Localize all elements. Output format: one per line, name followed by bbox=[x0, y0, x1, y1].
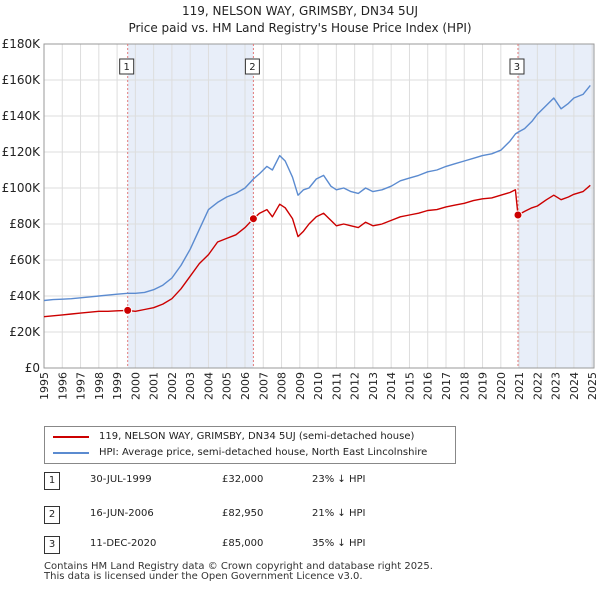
x-tick-label: 2008 bbox=[276, 372, 289, 400]
x-tick-label: 2017 bbox=[440, 372, 453, 400]
x-tick-label: 2011 bbox=[330, 372, 343, 400]
x-tick-label: 2002 bbox=[166, 372, 179, 400]
x-tick-label: 2022 bbox=[531, 372, 544, 400]
legend-swatch-property bbox=[53, 436, 89, 438]
sale-marker-box bbox=[119, 58, 135, 75]
x-tick-label: 2005 bbox=[221, 372, 234, 400]
sale-marker-box bbox=[509, 58, 525, 75]
plot-frame bbox=[43, 43, 595, 369]
x-tick-label: 2006 bbox=[239, 372, 252, 400]
sale-marker-label: 3 bbox=[514, 62, 520, 73]
chart-title-block: 119, NELSON WAY, GRIMSBY, DN34 5UJ Price… bbox=[0, 3, 600, 37]
x-tick-label: 1997 bbox=[75, 372, 88, 400]
x-tick-label: 1998 bbox=[93, 372, 106, 400]
x-tick-label: 2025 bbox=[586, 372, 599, 400]
y-tick-label: £120K bbox=[2, 145, 42, 159]
footer-copyright: Contains HM Land Registry data © Crown c… bbox=[44, 561, 433, 572]
legend-label-hpi: HPI: Average price, semi-detached house,… bbox=[99, 447, 428, 458]
x-tick-label: 2013 bbox=[367, 372, 380, 400]
sale-point bbox=[248, 214, 258, 224]
x-tick-label: 2009 bbox=[294, 372, 307, 400]
sale-number-badge: 2 bbox=[44, 506, 60, 524]
x-tick-label: 1999 bbox=[111, 372, 124, 400]
x-tick-label: 2014 bbox=[385, 372, 398, 400]
sale-hpi-diff: 21% ↓ HPI bbox=[312, 508, 366, 519]
sale-marker-box bbox=[244, 58, 260, 75]
sale-row: 2 16-JUN-2006 £82,950 21% ↓ HPI bbox=[0, 506, 600, 526]
x-tick-label: 2001 bbox=[148, 372, 161, 400]
x-tick-label: 2004 bbox=[202, 372, 215, 400]
sale-price: £32,000 bbox=[222, 474, 264, 485]
sale-price: £82,950 bbox=[222, 508, 264, 519]
sale-point bbox=[123, 305, 133, 315]
legend-swatch-hpi bbox=[53, 452, 89, 454]
y-tick-label: £180K bbox=[2, 37, 42, 51]
sale-marker-label: 1 bbox=[124, 62, 130, 73]
sale-price: £85,000 bbox=[222, 538, 264, 549]
x-tick-label: 2023 bbox=[550, 372, 563, 400]
x-tick-label: 2000 bbox=[129, 372, 142, 400]
chart-title: 119, NELSON WAY, GRIMSBY, DN34 5UJ bbox=[181, 4, 418, 18]
hpi-series-line bbox=[43, 84, 591, 302]
sale-date: 30-JUL-1999 bbox=[90, 474, 152, 485]
plot-area bbox=[44, 44, 594, 368]
y-tick-label: £80K bbox=[9, 217, 41, 231]
sale-number-badge: 3 bbox=[44, 536, 60, 554]
price-chart: £0 £20K £40K £60K £80K £100K £120K £140K £160K £1… bbox=[2, 37, 600, 400]
x-tick-label: 2012 bbox=[349, 372, 362, 400]
sale-number-badge: 1 bbox=[44, 472, 60, 490]
y-tick-label: £60K bbox=[9, 253, 41, 267]
x-tick-label: 2024 bbox=[568, 372, 581, 400]
chart-subtitle: Price paid vs. HM Land Registry's House … bbox=[128, 21, 472, 35]
legend-label-property: 119, NELSON WAY, GRIMSBY, DN34 5UJ (semi… bbox=[99, 431, 415, 442]
sale-hpi-diff: 23% ↓ HPI bbox=[312, 474, 366, 485]
sale-marker-label: 2 bbox=[249, 62, 255, 73]
x-tick-label: 2007 bbox=[257, 372, 270, 400]
x-tick-label: 2003 bbox=[184, 372, 197, 400]
footer: Contains HM Land Registry data © Crown c… bbox=[44, 562, 433, 582]
sale-row: 1 30-JUL-1999 £32,000 23% ↓ HPI bbox=[0, 472, 600, 492]
x-tick-label: 2018 bbox=[458, 372, 471, 400]
y-tick-label: £0 bbox=[25, 361, 40, 375]
sale-date: 11-DEC-2020 bbox=[90, 538, 157, 549]
x-tick-label: 2016 bbox=[422, 372, 435, 400]
property-series-line bbox=[43, 184, 591, 318]
sale-date: 16-JUN-2006 bbox=[90, 508, 154, 519]
y-tick-label: £160K bbox=[2, 73, 42, 87]
y-tick-label: £20K bbox=[9, 325, 41, 339]
chart-legend: 119, NELSON WAY, GRIMSBY, DN34 5UJ (semi… bbox=[44, 426, 456, 464]
sale-hpi-diff: 35% ↓ HPI bbox=[312, 538, 366, 549]
x-tick-label: 1996 bbox=[56, 372, 69, 400]
sale-point bbox=[513, 210, 523, 220]
x-tick-label: 2021 bbox=[513, 372, 526, 400]
x-tick-label: 2019 bbox=[477, 372, 490, 400]
sale-row: 3 11-DEC-2020 £85,000 35% ↓ HPI bbox=[0, 536, 600, 556]
x-tick-label: 1995 bbox=[38, 372, 51, 400]
y-tick-label: £100K bbox=[2, 181, 42, 195]
x-tick-label: 2020 bbox=[495, 372, 508, 400]
x-tick-label: 2010 bbox=[312, 372, 325, 400]
x-tick-label: 2015 bbox=[403, 372, 416, 400]
y-tick-label: £140K bbox=[2, 109, 42, 123]
footer-licence: This data is licensed under the Open Gov… bbox=[44, 571, 363, 582]
y-tick-label: £40K bbox=[9, 289, 41, 303]
